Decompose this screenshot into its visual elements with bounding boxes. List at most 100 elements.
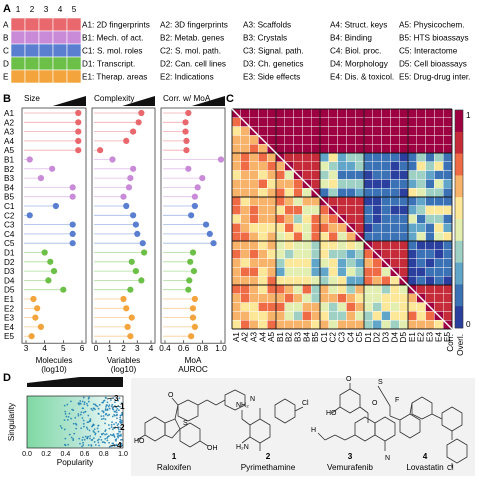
scatter-point	[106, 408, 109, 411]
heatmap-xlabel: D3	[382, 332, 391, 343]
heatmap-cell	[416, 276, 426, 286]
scatter-point	[118, 430, 121, 433]
heatmap-cell	[443, 170, 453, 180]
heatmap-cell	[231, 284, 242, 295]
heatmap-cell	[372, 205, 382, 215]
heatmap-cell	[390, 223, 400, 233]
heatmap-cell	[293, 161, 303, 171]
heatmap-cell	[328, 108, 338, 119]
atom-label: H	[311, 427, 316, 434]
heatmap-cell	[284, 240, 294, 251]
panel-a-legend: A1: 2D fingerprints A2: 3D fingerprints A3…	[82, 21, 470, 82]
lollipop-point	[134, 230, 141, 237]
column-number: 5	[72, 5, 77, 14]
heatmap-cell	[407, 258, 418, 268]
scatter-point	[119, 445, 121, 447]
track-frame	[160, 107, 226, 344]
heatmap-cell	[311, 143, 321, 154]
heatmap-cell	[337, 152, 347, 163]
heatmap-cell	[434, 214, 444, 224]
heatmap-cell	[363, 117, 374, 127]
scatter-point	[85, 426, 88, 429]
heatmap-cell	[390, 276, 400, 286]
heatmap-cell	[240, 311, 250, 321]
heatmap-cell	[443, 302, 453, 312]
heatmap-cell	[337, 258, 347, 268]
heatmap-cell	[319, 223, 330, 233]
heatmap-xlabel: E5	[443, 332, 452, 342]
heatmap-cell	[293, 214, 303, 224]
heatmap-cell	[337, 249, 347, 259]
heatmap-cell	[399, 284, 409, 295]
scatter-point	[107, 424, 110, 426]
heatmap-cell	[434, 258, 444, 268]
legend-entry: C2: S. mol. path.	[160, 47, 221, 56]
row-label: C1	[4, 202, 15, 211]
scatter-point	[81, 400, 84, 403]
heatmap-cell	[319, 276, 330, 286]
heatmap-cell	[434, 249, 444, 259]
heatmap-cell	[319, 126, 330, 136]
heatmap-cell	[399, 267, 409, 277]
heatmap-cell	[337, 179, 347, 189]
scatter-point	[110, 423, 113, 426]
heatmap-cell	[319, 152, 330, 163]
heatmap-xlabel: D2	[373, 332, 382, 343]
heatmap-cell	[258, 179, 268, 189]
legend-entry: D3: Ch. genetics	[243, 60, 304, 69]
heatmap-cell	[425, 214, 435, 224]
row-label: B2	[4, 165, 14, 174]
heatmap-cell	[302, 302, 312, 312]
heatmap-cell	[302, 311, 312, 321]
scatter-point	[92, 423, 95, 426]
scatter-point	[108, 404, 111, 407]
heatmap-cell	[258, 302, 268, 312]
scatter-point	[79, 400, 82, 402]
heatmap-cell	[284, 117, 294, 127]
scatter-point	[117, 428, 120, 431]
scatter-point	[82, 441, 84, 444]
heatmap-xlabel: B2	[285, 332, 294, 342]
scatter-point	[112, 433, 115, 436]
scatter-point	[79, 442, 81, 445]
heatmap-cell	[311, 293, 321, 303]
row-letter: D	[3, 60, 9, 69]
heatmap-cell	[240, 240, 250, 251]
heatmap-cell	[267, 293, 277, 303]
heatmap-cell	[231, 311, 242, 321]
heatmap-cell	[355, 143, 365, 154]
lollipop-point	[75, 109, 82, 117]
heatmap-cell	[231, 126, 242, 136]
heatmap-cell	[425, 187, 435, 198]
heatmap-cell	[337, 223, 347, 233]
lollipop-point	[26, 212, 33, 219]
heatmap-cell	[346, 276, 356, 286]
heatmap-cell	[443, 152, 453, 163]
heatmap-cell	[284, 284, 294, 295]
heatmap-cell	[319, 214, 330, 224]
heatmap-cell	[311, 311, 321, 321]
heatmap-cell	[443, 284, 453, 295]
tick-label: 1.0	[215, 344, 227, 353]
heatmap-cell	[231, 170, 242, 180]
heatmap-cell	[416, 179, 426, 189]
heatmap-cell	[275, 231, 286, 242]
lollipop-point	[120, 295, 127, 303]
heatmap-cell	[328, 161, 338, 171]
heatmap-cell	[328, 267, 338, 277]
row-label: C4	[4, 230, 15, 239]
heatmap-cell	[284, 302, 294, 312]
scatter-point	[119, 416, 122, 419]
popularity-singularity-plot: 0.0 0.2 0.4 0.6 0.8 1.0 Popularity Singularity 1…	[7, 377, 128, 467]
heatmap-cell	[267, 258, 277, 268]
heatmap-cell	[328, 320, 338, 330]
heatmap-cell	[381, 161, 391, 171]
heatmap-cell	[319, 205, 330, 215]
heatmap-cell	[407, 126, 418, 136]
lollipop-point	[130, 212, 137, 219]
heatmap-cell	[443, 196, 453, 207]
scatter-point	[87, 400, 90, 403]
scatter-point	[77, 413, 80, 415]
heatmap-cell	[293, 320, 303, 330]
